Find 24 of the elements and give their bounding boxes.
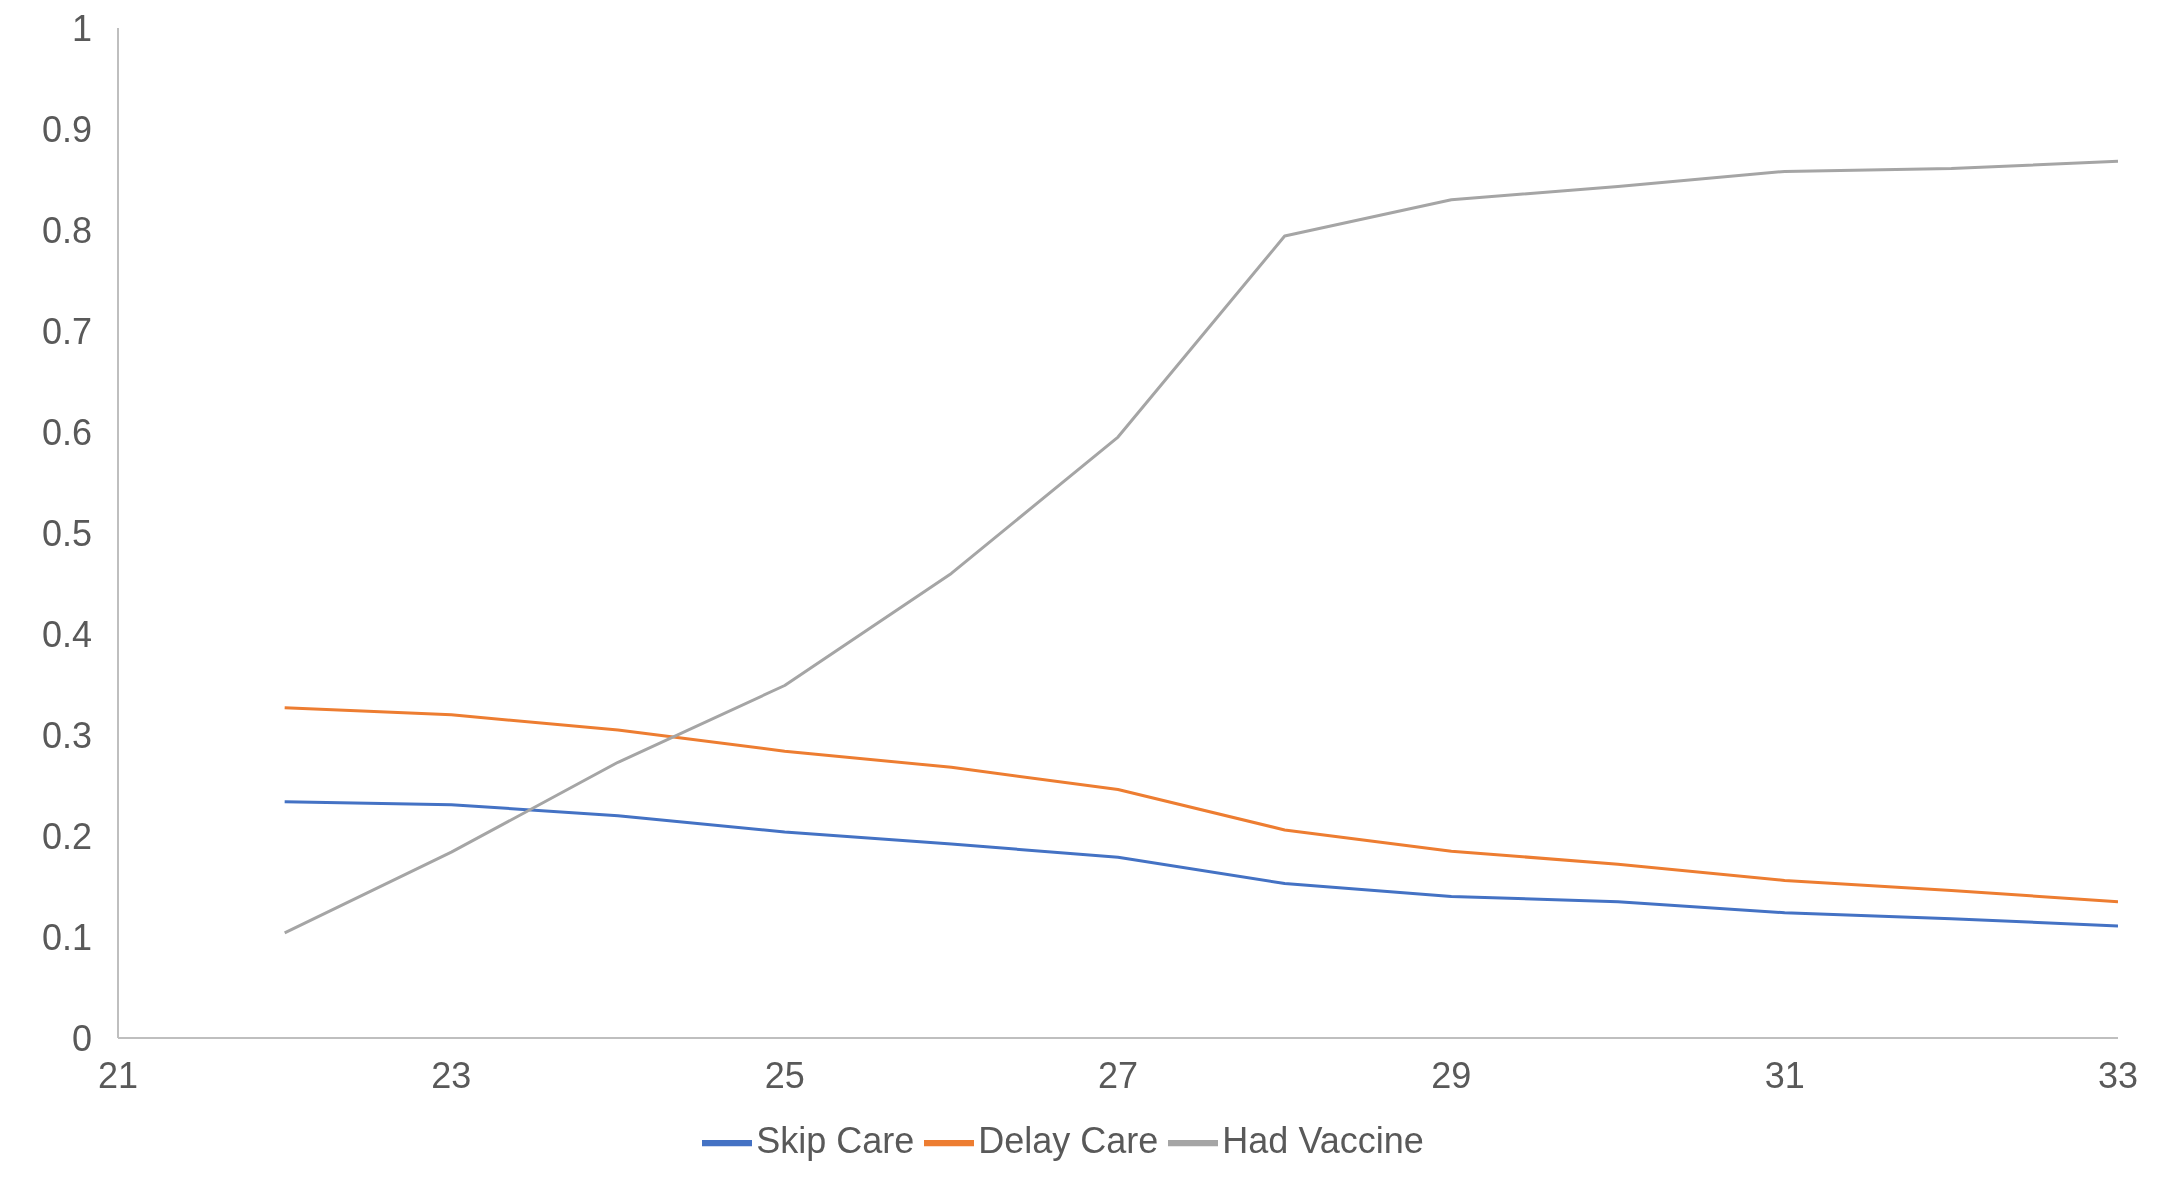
x-tick-label: 29 xyxy=(1431,1054,1472,1096)
y-tick-label: 0.9 xyxy=(41,108,92,150)
y-tick-label: 0.7 xyxy=(41,310,92,352)
y-tick-label: 0 xyxy=(71,1017,92,1059)
x-tick-label: 23 xyxy=(431,1054,472,1096)
y-tick-label: 0.5 xyxy=(41,512,92,554)
legend-label: Skip Care xyxy=(756,1119,915,1161)
x-tick-label: 25 xyxy=(764,1054,805,1096)
x-tick-label: 21 xyxy=(97,1054,139,1096)
x-tick-label: 33 xyxy=(2097,1054,2139,1096)
y-tick-label: 0.8 xyxy=(41,209,92,251)
legend-label: Had Vaccine xyxy=(1222,1119,1424,1161)
x-tick-label: 31 xyxy=(1764,1054,1805,1096)
line-series xyxy=(283,159,2118,935)
line-series xyxy=(283,706,2118,904)
x-tick-label: 27 xyxy=(1097,1054,1139,1096)
legend-label: Delay Care xyxy=(978,1119,1159,1161)
y-tick-label: 1 xyxy=(71,7,92,49)
line-series xyxy=(283,800,2118,928)
y-tick-label: 0.1 xyxy=(41,916,92,958)
y-tick-label: 0.6 xyxy=(41,411,92,453)
y-tick-label: 0.3 xyxy=(41,714,92,756)
y-tick-label: 0.2 xyxy=(41,815,92,857)
y-tick-label: 0.4 xyxy=(41,613,92,655)
